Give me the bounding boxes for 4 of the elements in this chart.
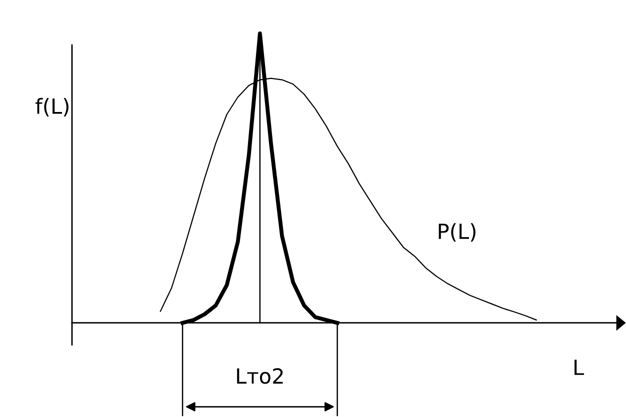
text: Lто2 — [237, 368, 283, 384]
x-axis-title: L — [574, 360, 584, 375]
series-label: P(L) — [438, 223, 476, 242]
y-axis-title: f(L) — [36, 98, 68, 116]
